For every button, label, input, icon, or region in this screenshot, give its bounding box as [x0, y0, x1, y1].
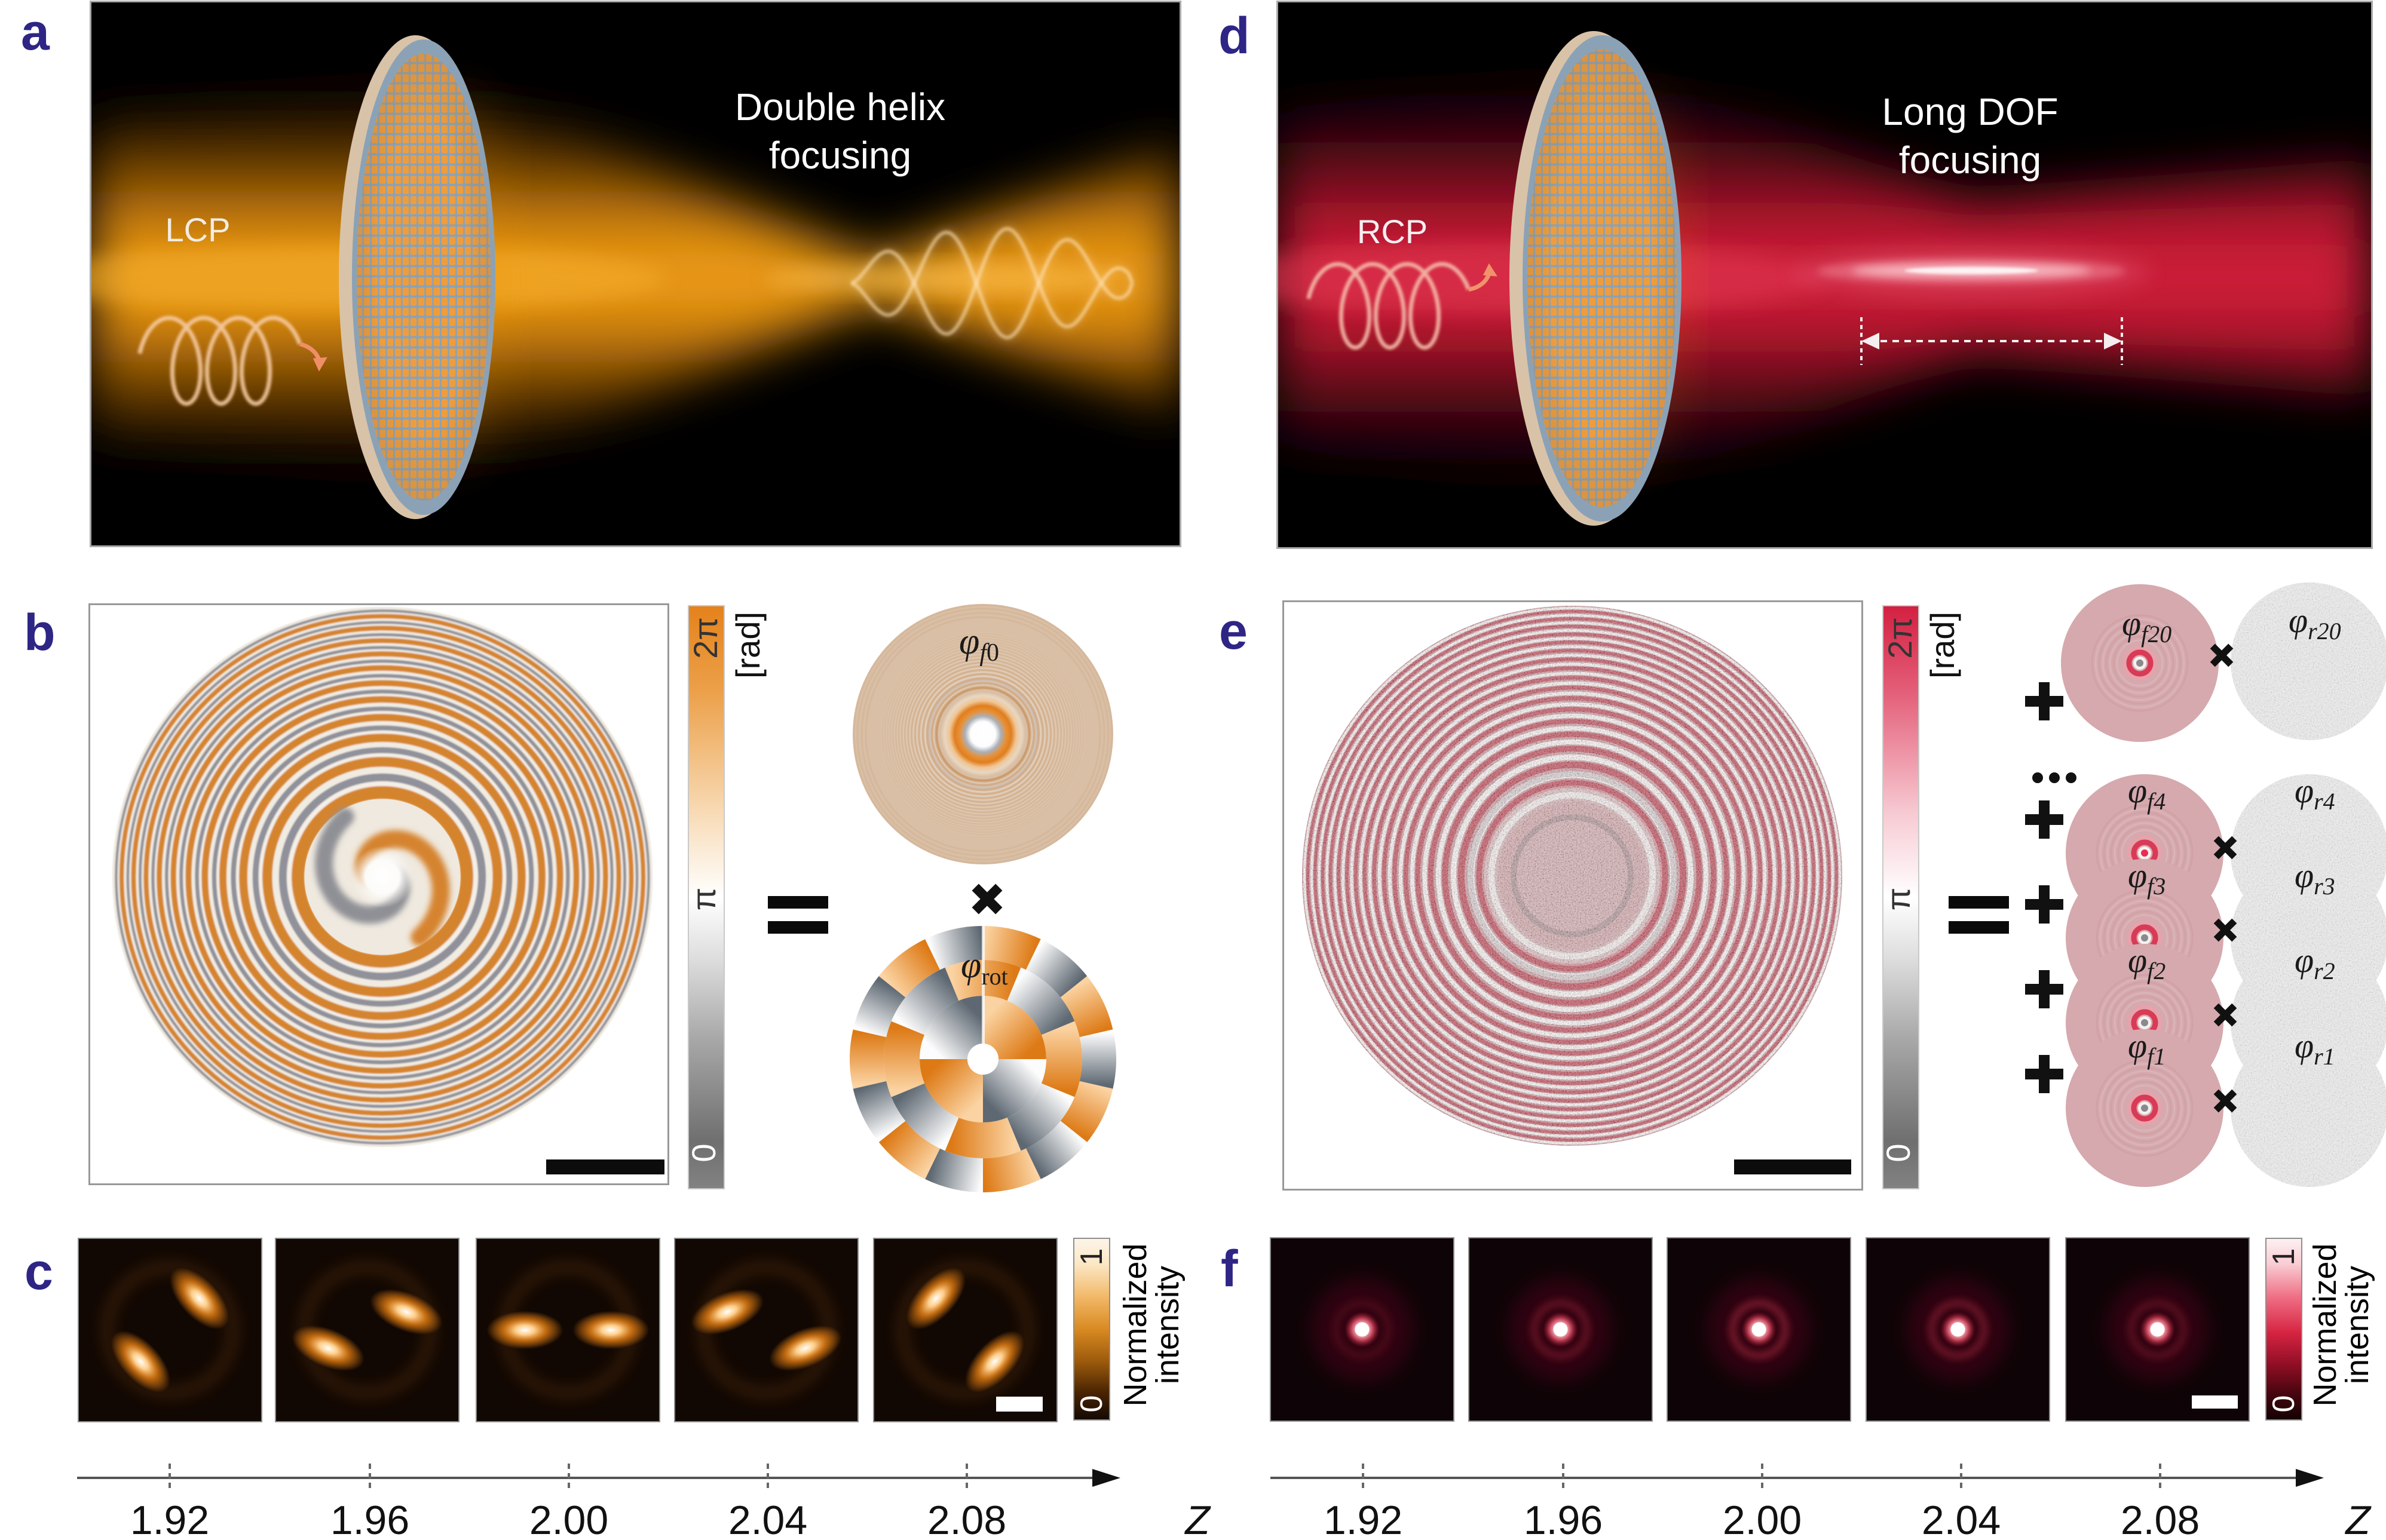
svg-text:focusing: focusing: [769, 134, 911, 177]
svg-text:2.08: 2.08: [2121, 1498, 2200, 1540]
svg-text:1.92: 1.92: [130, 1498, 209, 1540]
svg-text:Z: Z: [1184, 1498, 1211, 1540]
svg-text:2.00: 2.00: [1723, 1498, 1802, 1540]
svg-text:2.04: 2.04: [1922, 1498, 2001, 1540]
svg-text:1.96: 1.96: [1524, 1498, 1603, 1540]
svg-text:φrot: φrot: [961, 945, 1008, 990]
svg-text:2.00: 2.00: [529, 1498, 608, 1540]
svg-text:1.92: 1.92: [1324, 1498, 1402, 1540]
svg-text:Long DOF: Long DOF: [1882, 90, 2058, 133]
svg-text:φf0: φf0: [959, 621, 999, 667]
svg-text:Double helix: Double helix: [735, 85, 945, 128]
svg-text:φf1: φf1: [2128, 1026, 2166, 1070]
svg-text:φr3: φr3: [2295, 856, 2335, 900]
svg-text:LCP: LCP: [166, 211, 231, 249]
svg-text:RCP: RCP: [1357, 213, 1428, 250]
svg-text:focusing: focusing: [1899, 139, 2041, 182]
svg-text:2.04: 2.04: [728, 1498, 807, 1540]
svg-text:1.96: 1.96: [330, 1498, 409, 1540]
svg-text:2.08: 2.08: [927, 1498, 1006, 1540]
svg-text:Z: Z: [2344, 1498, 2372, 1540]
